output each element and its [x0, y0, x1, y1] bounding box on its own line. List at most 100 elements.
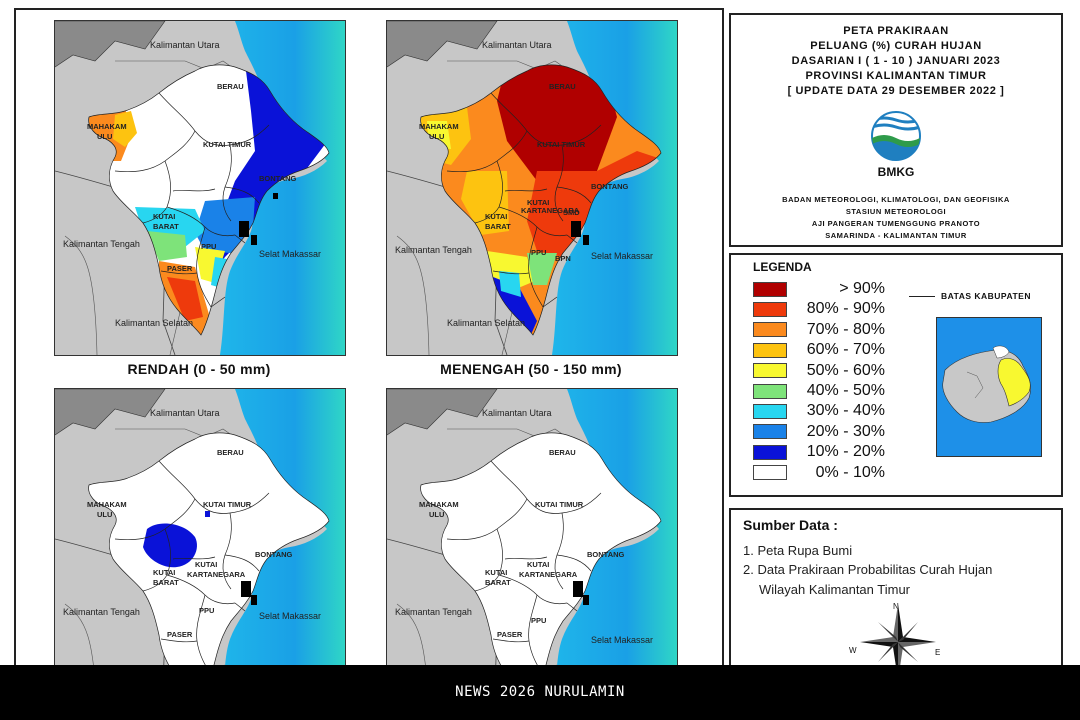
agency-line-1: BADAN METEOROLOGI, KLIMATOLOGI, DAN GEOF…	[782, 195, 1010, 204]
legend-swatch	[753, 403, 787, 419]
map-menengah: Kalimantan Utara BERAU MAHAKAM ULU KUTAI…	[386, 20, 678, 356]
legend-row: 50% - 60%	[753, 361, 885, 381]
map-label: KARTANEGARA	[187, 570, 246, 579]
legend-swatch	[753, 301, 787, 317]
agency-line-4: SAMARINDA - KALIMANTAN TIMUR	[825, 231, 967, 240]
compass-rose-icon	[855, 598, 945, 680]
compass-n: N	[893, 602, 899, 611]
legend-label: 10% - 20%	[806, 443, 885, 461]
label-selat: Selat Makassar	[259, 249, 321, 259]
map-label: Kalimantan Utara	[150, 408, 220, 418]
map-label: MAHAKAM	[419, 122, 459, 131]
footer-watermark: NEWS 2026 NURULAMIN	[455, 684, 625, 700]
legend-title: LEGENDA	[753, 260, 812, 274]
compass-w: W	[849, 646, 857, 655]
legend-label: 60% - 70%	[806, 341, 885, 359]
legend-row: > 90%	[753, 279, 885, 299]
label-kubar: KUTAI	[153, 212, 175, 221]
map-label: BONTANG	[587, 550, 625, 559]
legend-panel: LEGENDA > 90% 80% - 90% 70% - 80% 60% - 70%…	[729, 253, 1063, 497]
title-line-5: [ UPDATE DATA 29 DESEMBER 2022 ]	[787, 85, 1005, 97]
legend-swatch	[753, 322, 787, 338]
map-label: ULU	[429, 510, 444, 519]
source-item-2: 2. Data Prakiraan Probabilitas Curah Huj…	[743, 562, 993, 577]
label-berau: BERAU	[217, 82, 244, 91]
title-line-4: PROVINSI KALIMANTAN TIMUR	[805, 70, 987, 82]
map-label: PPU	[531, 248, 546, 257]
map-label: Kalimantan Utara	[482, 40, 552, 50]
map-sangat-tinggi: Kalimantan Utara BERAU MAHAKAM ULU KUTAI…	[386, 388, 678, 667]
map-label: Selat Makassar	[591, 635, 653, 645]
map-label: KARTANEGARA	[519, 570, 578, 579]
map-label: BONTANG	[255, 550, 293, 559]
map-label: BARAT	[485, 222, 511, 231]
legend-row: 70% - 80%	[753, 320, 885, 340]
agency-line-3: AJI PANGERAN TUMENGGUNG PRANOTO	[811, 219, 981, 228]
map-label: BPN	[555, 254, 571, 263]
map-label: Kalimantan Tengah	[395, 245, 472, 255]
map-label: KUTAI	[527, 198, 549, 207]
map-label: MAHAKAM	[87, 500, 127, 509]
map-tinggi: Kalimantan Utara BERAU MAHAKAM ULU KUTAI…	[54, 388, 346, 667]
legend-label: 40% - 50%	[806, 382, 885, 399]
label-kalsel: Kalimantan Selatan	[115, 318, 193, 328]
map-label: BERAU	[549, 448, 576, 457]
forecast-maps-frame: Kalimantan Utara BERAU MAHAKAM ULU KUTAI…	[14, 8, 724, 667]
inset-locator-map	[936, 317, 1042, 457]
source-panel: Sumber Data : 1. Peta Rupa Bumi 2. Data …	[729, 508, 1063, 682]
legend-swatch	[753, 383, 787, 399]
label-bontang: BONTANG	[259, 174, 297, 183]
legend-row: 30% - 40%	[753, 401, 885, 421]
title-line-2: PELUANG (%) CURAH HUJAN	[810, 40, 982, 52]
title-line-1: PETA PRAKIRAAN	[843, 25, 949, 37]
agency-line-2: STASIUN METEOROLOGI	[845, 207, 947, 216]
label-mahakam: MAHAKAM	[87, 122, 127, 131]
legend-label: 30% - 40%	[806, 402, 885, 420]
legend-row: 60% - 70%	[753, 340, 885, 360]
legend-swatch	[753, 281, 787, 297]
label-kaltara: Kalimantan Utara	[150, 40, 220, 50]
legend-swatch	[753, 465, 787, 481]
legend-label: 50% - 60%	[806, 361, 885, 379]
map-label: Kalimantan Utara	[482, 408, 552, 418]
map-label: BONTANG	[591, 182, 629, 191]
label-paser: PASER	[167, 264, 193, 273]
label-kutim: KUTAI TIMUR	[203, 140, 252, 149]
map-label: BARAT	[153, 578, 179, 587]
label-kalteng: Kalimantan Tengah	[63, 239, 140, 249]
map-label: PASER	[497, 630, 523, 639]
map-label: Kalimantan Selatan	[447, 318, 525, 328]
map-label: PASER	[167, 630, 193, 639]
map-label: ULU	[429, 132, 444, 141]
source-item-2-cont: Wilayah Kalimantan Timur	[759, 582, 910, 597]
legend-label: > 90%	[839, 280, 885, 297]
map-label: BARAT	[485, 578, 511, 587]
map-label: Kalimantan Tengah	[63, 607, 140, 617]
footer-bar: NEWS 2026 NURULAMIN	[0, 665, 1080, 720]
map-label: Selat Makassar	[591, 251, 653, 261]
map-label: KUTAI TIMUR	[203, 500, 252, 509]
label-kubar-2: BARAT	[153, 222, 179, 231]
legend-label: 20% - 30%	[806, 422, 885, 440]
map-label: KUTAI	[153, 568, 175, 577]
map-rendah: Kalimantan Utara BERAU MAHAKAM ULU KUTAI…	[54, 20, 346, 356]
map-label: BERAU	[217, 448, 244, 457]
boundary-legend: BATAS KABUPATEN	[909, 291, 1031, 301]
map-label: PPU	[531, 616, 546, 625]
map-label: KUTAI TIMUR	[535, 500, 584, 509]
map-label: Selat Makassar	[259, 611, 321, 621]
label-ppu: PPU	[201, 242, 216, 251]
map-label: SMD	[563, 208, 580, 217]
caption-rendah: RENDAH (0 - 50 mm)	[127, 361, 271, 377]
legend-row: 10% - 20%	[753, 442, 885, 462]
caption-menengah: MENENGAH (50 - 150 mm)	[440, 361, 622, 377]
map-label: ULU	[97, 510, 112, 519]
map-label: Kalimantan Tengah	[395, 607, 472, 617]
boundary-label: BATAS KABUPATEN	[941, 291, 1031, 301]
map-label: MAHAKAM	[419, 500, 459, 509]
legend-label: 70% - 80%	[806, 320, 885, 338]
map-label: BERAU	[549, 82, 576, 91]
bmkg-logo-text: BMKG	[878, 165, 915, 179]
legend-row: 0% - 10%	[753, 463, 885, 483]
map-label: PPU	[199, 606, 214, 615]
